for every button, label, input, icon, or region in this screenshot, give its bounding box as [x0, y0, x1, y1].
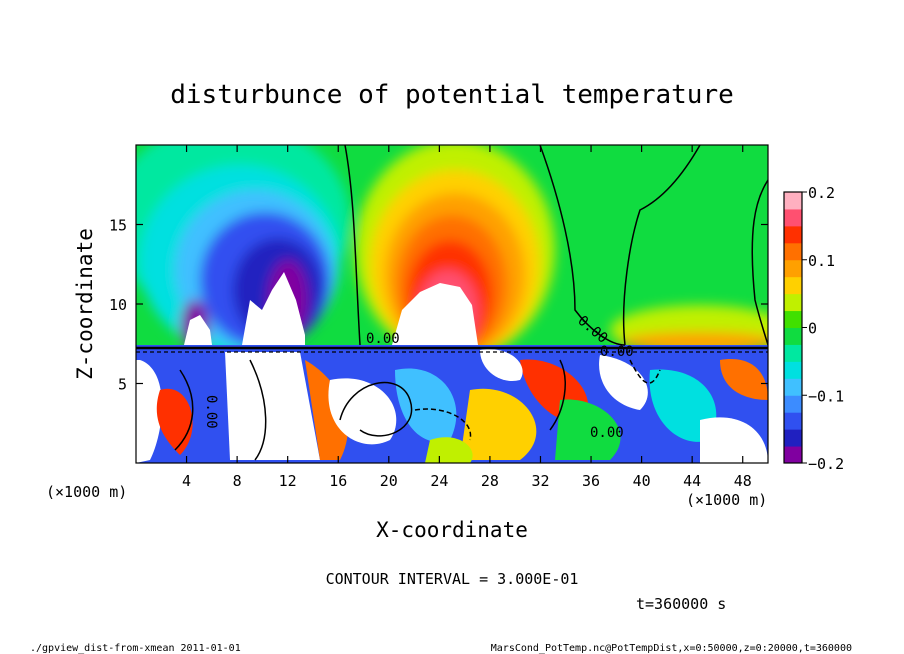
x-tick-label: 32 — [531, 472, 549, 490]
cool-core-white — [242, 272, 305, 345]
turb-blob — [136, 360, 162, 463]
y-axis-label: Z-coordinate — [73, 228, 97, 380]
turbulence-contour — [629, 359, 661, 384]
colorbar-tick-label: −0.1 — [808, 387, 844, 405]
contour-lines — [136, 145, 768, 461]
colorbar-swatch — [784, 208, 802, 227]
x-tick-label: 12 — [279, 472, 297, 490]
contour-label: 0.00 — [203, 395, 219, 429]
x-tick-label: 28 — [481, 472, 499, 490]
turb-blob — [460, 388, 537, 460]
turb-blob — [700, 417, 768, 463]
y-tick-label: 5 — [118, 376, 127, 394]
turb-blob — [649, 369, 717, 442]
colorbar-swatch — [784, 344, 802, 362]
colorbar-swatch — [784, 327, 802, 345]
colorbar-swatch — [784, 412, 802, 430]
footer-left: ./gpview_dist-from-xmean 2011-01-01 — [30, 643, 241, 654]
x-axis-label: X-coordinate — [376, 518, 528, 542]
chart-title: disturbunce of potential temperature — [170, 80, 734, 110]
turb-blob — [555, 399, 621, 460]
x-tick-label: 44 — [683, 472, 701, 490]
colorbar-swatch — [784, 446, 802, 464]
x-unit-right: (×1000 m) — [686, 491, 767, 509]
x-tick-label: 48 — [734, 472, 752, 490]
turbulence-blobs — [136, 349, 768, 463]
turbulence-contour — [414, 408, 472, 441]
turb-blob — [425, 437, 473, 463]
colorbar-swatch — [784, 378, 802, 396]
colorbar-swatch — [784, 293, 802, 312]
cool-core-white-left — [184, 315, 212, 345]
warm-core-white — [392, 283, 478, 345]
y-axis-ticks: 5 10 15 — [109, 217, 768, 394]
y-tick-label: 10 — [109, 296, 127, 314]
contour-label: 0.00 — [366, 331, 400, 347]
y-tick-label: 15 — [109, 217, 127, 235]
x-tick-label: 20 — [380, 472, 398, 490]
colorbar-tick-label: −0.2 — [808, 455, 844, 473]
turbulence-contour — [339, 381, 413, 437]
zero-contour — [539, 145, 626, 346]
turb-blob — [720, 359, 768, 400]
colorbar-swatch — [784, 429, 802, 447]
x-tick-label: 16 — [329, 472, 347, 490]
colorbar-swatch — [784, 361, 802, 379]
x-tick-label: 8 — [233, 472, 242, 490]
turbulence-contour — [249, 359, 267, 461]
x-axis-ticks: 4 8 12 16 20 24 28 32 36 40 44 48 — [182, 145, 752, 490]
contour-interval: CONTOUR INTERVAL = 3.000E-01 — [326, 570, 579, 588]
x-tick-label: 24 — [430, 472, 448, 490]
colorbar-swatch — [784, 242, 802, 261]
x-tick-label: 40 — [633, 472, 651, 490]
colorbar-tick-label: 0.2 — [808, 184, 835, 202]
turb-blob — [305, 360, 348, 460]
turb-blob — [599, 355, 648, 410]
x-tick-label: 36 — [582, 472, 600, 490]
turb-blob — [328, 378, 397, 445]
turbulence-contour — [174, 369, 194, 451]
colorbar-swatch — [784, 225, 802, 244]
x-unit-left: (×1000 m) — [46, 483, 127, 501]
zero-contour — [751, 179, 768, 346]
turb-blob — [480, 349, 523, 381]
colorbar: 0.2 0.1 0 −0.1 −0.2 — [783, 184, 844, 473]
zero-contour — [622, 145, 701, 346]
x-tick-label: 4 — [182, 472, 191, 490]
turbulence-contour — [549, 359, 566, 431]
plot-area: 0.00 0.00 0.00 0.00 0.00 — [136, 145, 768, 463]
contour-label: 0.00 — [600, 344, 634, 360]
footer-right: MarsCond_PotTemp.nc@PotTempDist,x=0:5000… — [491, 643, 852, 654]
zero-contour — [344, 145, 361, 346]
turb-blob — [225, 352, 320, 460]
colorbar-tick-label: 0.1 — [808, 252, 835, 270]
colorbar-swatch — [784, 192, 802, 210]
turb-blob — [395, 368, 457, 442]
colorbar-tick-label: 0 — [808, 320, 817, 338]
time-label: t=360000 s — [636, 595, 726, 613]
colorbar-swatch — [784, 395, 802, 413]
contour-label: 0.00 — [590, 425, 624, 441]
colorbar-swatch — [784, 259, 802, 278]
colorbar-swatch — [784, 276, 802, 295]
colorbar-swatch — [784, 310, 802, 328]
